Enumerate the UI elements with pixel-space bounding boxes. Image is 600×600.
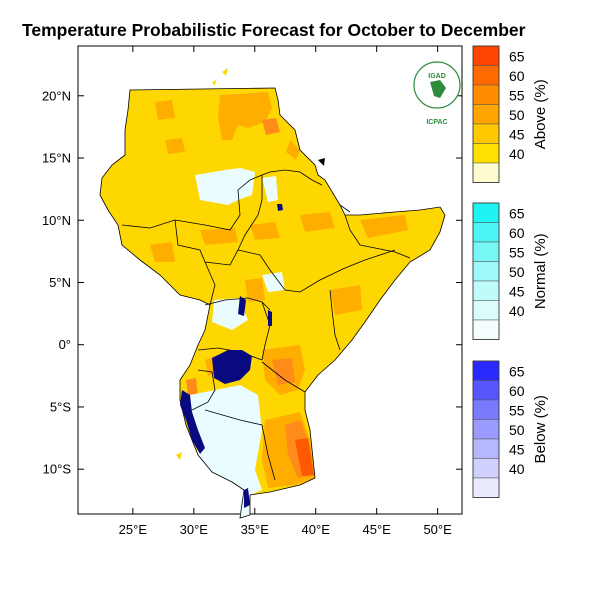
legend-level-label: 60 bbox=[509, 225, 525, 241]
legend-swatch bbox=[472, 300, 500, 321]
x-tick-label: 25°E bbox=[119, 522, 148, 537]
lake-victoria bbox=[212, 350, 252, 384]
legend-level-label: 45 bbox=[509, 442, 525, 458]
lake-tana bbox=[277, 204, 283, 211]
legend-swatch bbox=[472, 65, 500, 86]
legend-below: 65 60 55 50 45 40 Below (%) bbox=[472, 360, 549, 498]
legend-above: 65 60 55 50 45 40 Above (%) bbox=[472, 45, 549, 183]
icpac-logo: IGAD ICPAC bbox=[413, 61, 461, 126]
legend-level-label: 65 bbox=[509, 49, 525, 65]
legend-level-label: 40 bbox=[509, 461, 525, 477]
small-islands bbox=[176, 68, 325, 460]
legend-level-label: 60 bbox=[509, 68, 525, 84]
x-tick-label: 45°E bbox=[362, 522, 391, 537]
chart-title: Temperature Probabilistic Forecast for O… bbox=[22, 20, 526, 40]
legend-level-label: 40 bbox=[509, 146, 525, 162]
legend-swatch bbox=[472, 280, 500, 301]
legend-swatch bbox=[472, 123, 500, 144]
x-axis: 25°E 30°E 35°E 40°E 45°E 50°E bbox=[119, 46, 452, 537]
x-tick-label: 35°E bbox=[241, 522, 270, 537]
logo-top-text: IGAD bbox=[428, 73, 446, 80]
legend-swatch bbox=[472, 399, 500, 420]
legend-title: Above (%) bbox=[532, 79, 549, 149]
legend-swatch bbox=[472, 45, 500, 66]
legend-swatch bbox=[472, 162, 500, 183]
y-axis: 20°N 15°N 10°N 5°N 0° 5°S 10°S bbox=[42, 88, 462, 477]
y-tick-label: 10°S bbox=[43, 462, 72, 477]
lake-turkana bbox=[268, 310, 272, 326]
legend-swatch bbox=[472, 458, 500, 479]
legend-level-label: 55 bbox=[509, 403, 525, 419]
above-patches bbox=[150, 92, 408, 488]
legend-box bbox=[472, 45, 500, 183]
legend-swatch bbox=[472, 143, 500, 164]
legend-swatch bbox=[472, 319, 500, 340]
legend-swatch bbox=[472, 104, 500, 125]
y-tick-label: 20°N bbox=[42, 88, 71, 103]
logo-bottom-text: ICPAC bbox=[426, 119, 447, 126]
y-tick-label: 10°N bbox=[42, 213, 71, 228]
legend-title: Below (%) bbox=[532, 395, 549, 463]
legend-swatch bbox=[472, 202, 500, 223]
legend-level-label: 45 bbox=[509, 284, 525, 300]
legend-level-label: 60 bbox=[509, 383, 525, 399]
lake-albert bbox=[238, 296, 246, 316]
legend-level-label: 45 bbox=[509, 127, 525, 143]
legend-swatch bbox=[472, 438, 500, 459]
legend-level-label: 40 bbox=[509, 303, 525, 319]
legend-title: Normal (%) bbox=[532, 233, 549, 309]
legend-level-label: 50 bbox=[509, 107, 525, 123]
legend-swatch bbox=[472, 419, 500, 440]
lake-tanganyika bbox=[180, 390, 205, 454]
legends: 65 60 55 50 45 40 Above (%) 65 60 55 50 45 40 Normal … bbox=[472, 45, 549, 498]
legend-normal: 65 60 55 50 45 40 Normal (%) bbox=[472, 202, 549, 340]
legend-swatch bbox=[472, 360, 500, 381]
y-tick-label: 5°S bbox=[50, 399, 71, 414]
x-tick-label: 30°E bbox=[180, 522, 209, 537]
y-tick-label: 5°N bbox=[49, 275, 71, 290]
legend-swatch bbox=[472, 261, 500, 282]
legend-swatch bbox=[472, 241, 500, 262]
lake-malawi bbox=[244, 488, 250, 508]
legend-box bbox=[472, 202, 500, 340]
legend-level-label: 65 bbox=[509, 206, 525, 222]
legend-swatch bbox=[472, 477, 500, 498]
legend-level-label: 50 bbox=[509, 422, 525, 438]
legend-level-label: 55 bbox=[509, 245, 525, 261]
legend-level-label: 65 bbox=[509, 364, 525, 380]
legend-swatch bbox=[472, 222, 500, 243]
legend-box bbox=[472, 360, 500, 498]
y-tick-label: 15°N bbox=[42, 151, 71, 166]
normal-patches bbox=[190, 168, 285, 518]
y-tick-label: 0° bbox=[59, 337, 71, 352]
legend-swatch bbox=[472, 380, 500, 401]
legend-level-label: 50 bbox=[509, 264, 525, 280]
legend-level-label: 55 bbox=[509, 88, 525, 104]
lakes bbox=[180, 204, 283, 508]
x-tick-label: 50°E bbox=[423, 522, 452, 537]
country-borders bbox=[99, 87, 446, 519]
x-tick-label: 40°E bbox=[302, 522, 331, 537]
legend-swatch bbox=[472, 84, 500, 105]
